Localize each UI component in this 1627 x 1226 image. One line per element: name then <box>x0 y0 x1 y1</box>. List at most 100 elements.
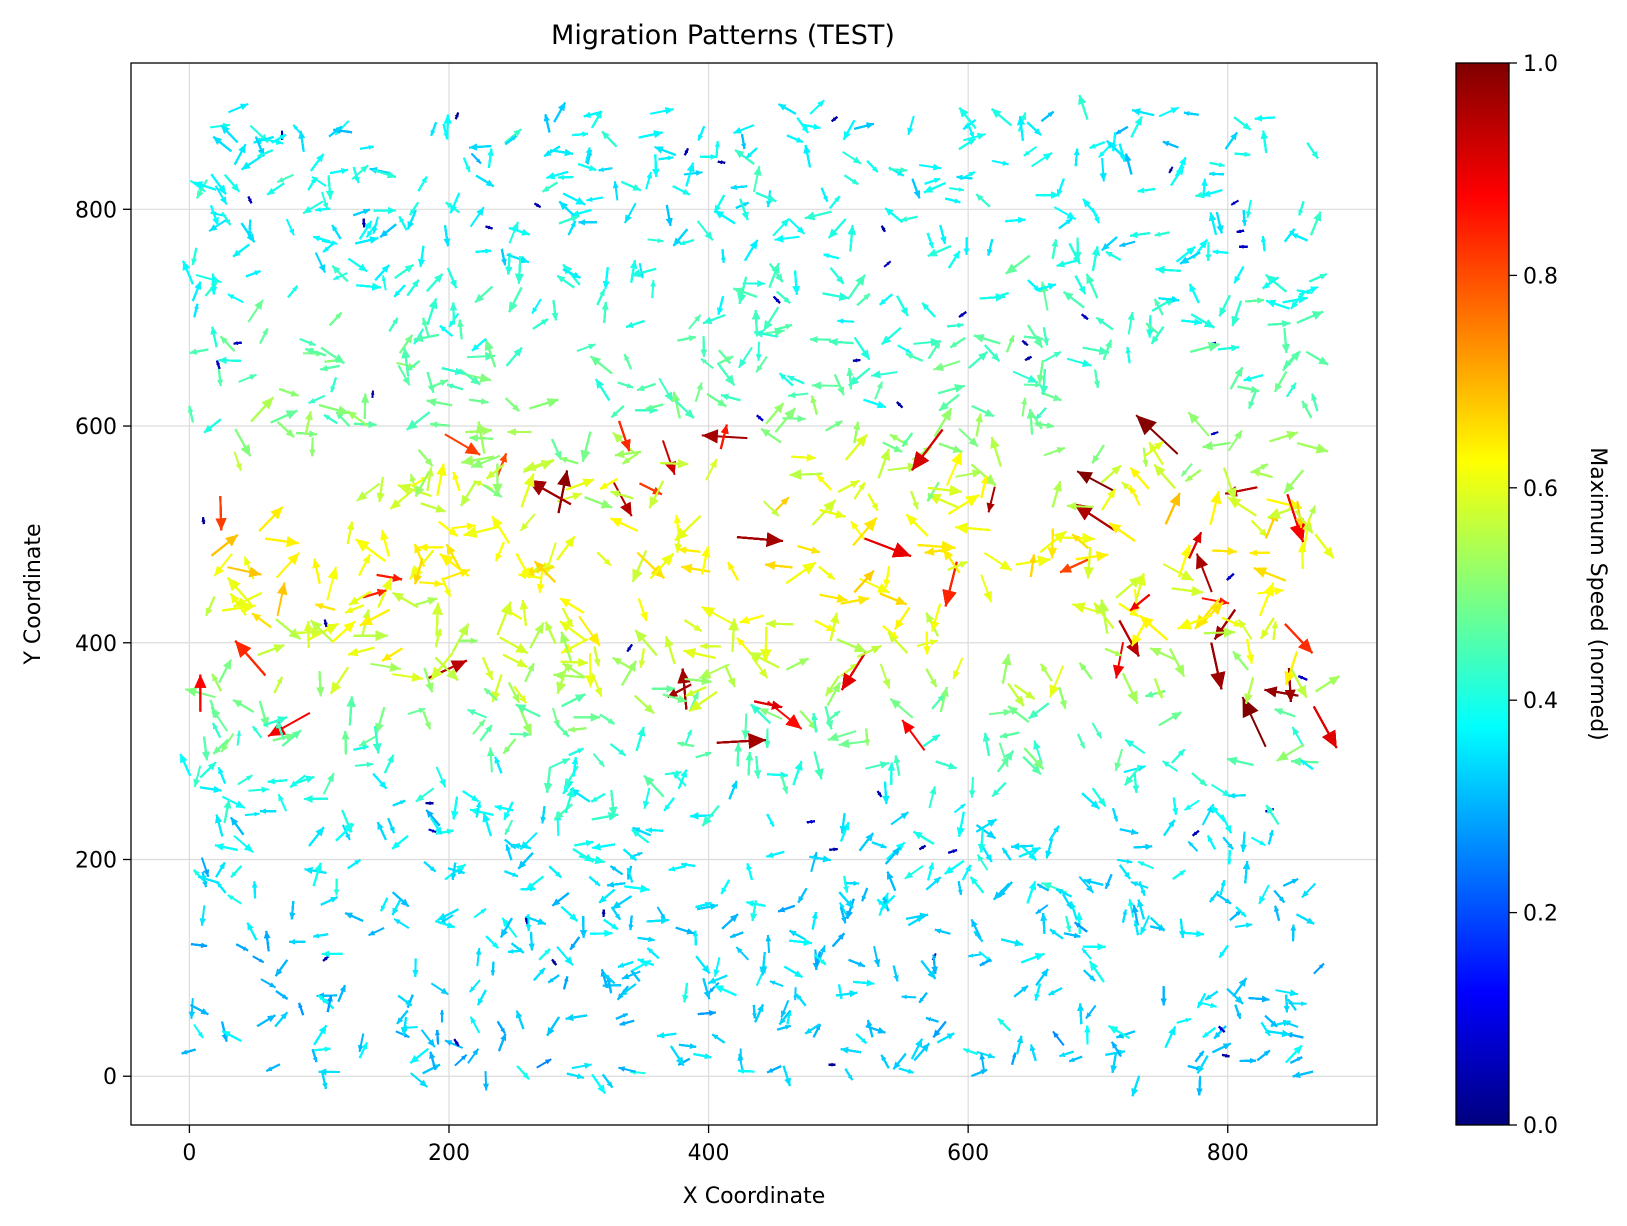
velocity-arrow <box>986 486 996 513</box>
velocity-arrow <box>368 926 385 937</box>
velocity-arrow <box>1276 743 1305 762</box>
velocity-arrow <box>370 662 402 672</box>
velocity-arrow <box>1162 563 1194 582</box>
velocity-arrow <box>612 181 619 201</box>
velocity-arrow <box>650 280 656 299</box>
velocity-arrow <box>244 811 260 817</box>
velocity-arrow <box>623 202 637 224</box>
velocity-arrow <box>780 1000 790 1018</box>
velocity-arrow <box>700 357 714 370</box>
velocity-arrow <box>592 753 606 768</box>
velocity-arrow <box>228 102 249 114</box>
velocity-arrow <box>354 761 374 768</box>
velocity-arrow <box>469 1016 481 1034</box>
velocity-arrow <box>1041 881 1068 894</box>
vector-field <box>179 94 1340 1097</box>
velocity-arrow <box>774 234 800 243</box>
velocity-arrow <box>267 712 311 738</box>
velocity-arrow <box>1043 446 1066 457</box>
velocity-arrow <box>508 221 520 244</box>
velocity-arrow <box>372 216 379 235</box>
velocity-arrow <box>1137 860 1154 870</box>
velocity-arrow <box>1290 1001 1307 1007</box>
velocity-arrow <box>220 733 235 753</box>
velocity-arrow <box>694 382 703 402</box>
velocity-arrow <box>1112 642 1125 679</box>
velocity-arrow <box>661 440 676 476</box>
velocity-arrow <box>1035 904 1049 915</box>
velocity-arrow <box>1176 1017 1192 1024</box>
velocity-arrow <box>913 338 941 347</box>
velocity-arrow <box>237 774 254 786</box>
velocity-arrow <box>470 152 482 165</box>
velocity-arrow <box>864 761 890 770</box>
velocity-arrow <box>556 946 574 966</box>
velocity-arrow <box>322 772 335 795</box>
velocity-arrow <box>976 1050 996 1059</box>
velocity-arrow <box>890 811 909 826</box>
velocity-arrow <box>358 734 378 747</box>
velocity-arrow <box>837 318 855 324</box>
velocity-arrow <box>410 1072 429 1088</box>
velocity-arrow <box>647 238 664 244</box>
velocity-arrow <box>918 163 942 171</box>
velocity-arrow <box>536 1058 552 1069</box>
velocity-arrow <box>949 187 965 192</box>
velocity-arrow <box>275 552 301 579</box>
velocity-arrow <box>758 707 783 720</box>
velocity-arrow <box>1227 429 1243 452</box>
velocity-arrow <box>276 173 295 184</box>
velocity-arrow <box>285 218 295 236</box>
velocity-arrow <box>1187 411 1210 437</box>
velocity-arrow <box>656 906 666 920</box>
velocity-arrow <box>737 346 753 369</box>
velocity-arrow <box>1049 665 1065 698</box>
velocity-arrow <box>1021 397 1028 417</box>
velocity-arrow <box>277 793 288 812</box>
velocity-arrow <box>645 171 652 190</box>
velocity-arrow <box>543 542 557 576</box>
velocity-arrow <box>444 433 481 456</box>
velocity-arrow <box>928 786 937 809</box>
velocity-arrow <box>504 128 523 144</box>
velocity-arrow <box>251 725 263 739</box>
velocity-arrow <box>1210 783 1232 798</box>
velocity-arrow <box>952 657 964 680</box>
velocity-arrow <box>419 579 444 588</box>
velocity-arrow <box>531 298 542 315</box>
velocity-arrow <box>1124 738 1146 755</box>
velocity-arrow <box>1135 414 1179 455</box>
velocity-arrow <box>1258 884 1270 905</box>
velocity-arrow <box>1129 485 1141 507</box>
velocity-arrow <box>953 803 966 814</box>
velocity-arrow <box>314 252 327 274</box>
velocity-arrow <box>536 567 545 594</box>
velocity-arrow <box>435 766 447 788</box>
velocity-arrow <box>850 520 866 541</box>
velocity-arrow <box>1012 370 1039 384</box>
velocity-arrow <box>444 1039 464 1049</box>
velocity-arrow <box>741 713 750 740</box>
velocity-arrow <box>1098 144 1111 158</box>
velocity-arrow <box>486 747 495 773</box>
velocity-arrow <box>1024 382 1042 388</box>
velocity-arrow <box>509 731 531 738</box>
velocity-arrow <box>1313 962 1325 975</box>
velocity-arrow <box>705 458 718 481</box>
velocity-arrow <box>1234 922 1253 928</box>
velocity-arrow <box>696 220 714 242</box>
velocity-arrow <box>1180 462 1193 477</box>
velocity-arrow <box>1230 199 1240 206</box>
velocity-arrow <box>247 299 264 323</box>
velocity-arrow <box>475 947 482 967</box>
velocity-arrow <box>755 341 762 361</box>
velocity-arrow <box>762 500 780 517</box>
velocity-arrow <box>1081 947 1092 960</box>
velocity-arrow <box>983 552 1013 572</box>
velocity-arrow <box>415 787 435 803</box>
velocity-arrow <box>1187 840 1199 852</box>
velocity-arrow <box>788 218 806 235</box>
velocity-arrow <box>968 953 982 958</box>
velocity-arrow <box>755 356 768 373</box>
